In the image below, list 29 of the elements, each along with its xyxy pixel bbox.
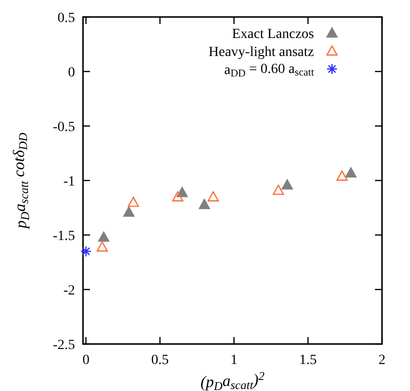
y-tick-label: -2.5 xyxy=(52,338,75,353)
point xyxy=(172,191,184,202)
point xyxy=(176,186,188,198)
legend-label: a$_{DD}$ = 0.60 a$_{scatt}$ xyxy=(224,62,314,80)
legend-label: Heavy-light ansatz xyxy=(208,44,314,60)
y-tick-label: -1.5 xyxy=(52,228,75,244)
point xyxy=(80,246,92,257)
point xyxy=(208,191,219,202)
point xyxy=(96,241,108,252)
y-tick-label: 0 xyxy=(68,65,75,80)
x-tick-label: 2 xyxy=(378,353,386,368)
point xyxy=(98,232,110,242)
y-tick-label: 0.5 xyxy=(58,10,75,26)
y-tick-label: -2 xyxy=(63,283,75,298)
point xyxy=(198,198,210,210)
x-tick-label: 1.5 xyxy=(299,353,317,368)
x-axis-title: (p$_{D}$a$_{scatt}$)$^{2}$ xyxy=(200,369,264,391)
point xyxy=(336,170,348,181)
legend-label: Exact Lanczos xyxy=(232,26,314,42)
point xyxy=(345,167,357,178)
point xyxy=(123,206,134,217)
point xyxy=(272,184,284,195)
y-tick-label: -0.5 xyxy=(52,120,75,135)
point xyxy=(282,179,293,190)
y-tick-label: -1 xyxy=(63,174,75,190)
x-tick-label: 1 xyxy=(230,353,238,368)
x-tick-label: 0 xyxy=(82,353,90,368)
x-tick-label: 0.5 xyxy=(151,353,169,368)
point xyxy=(128,196,139,207)
